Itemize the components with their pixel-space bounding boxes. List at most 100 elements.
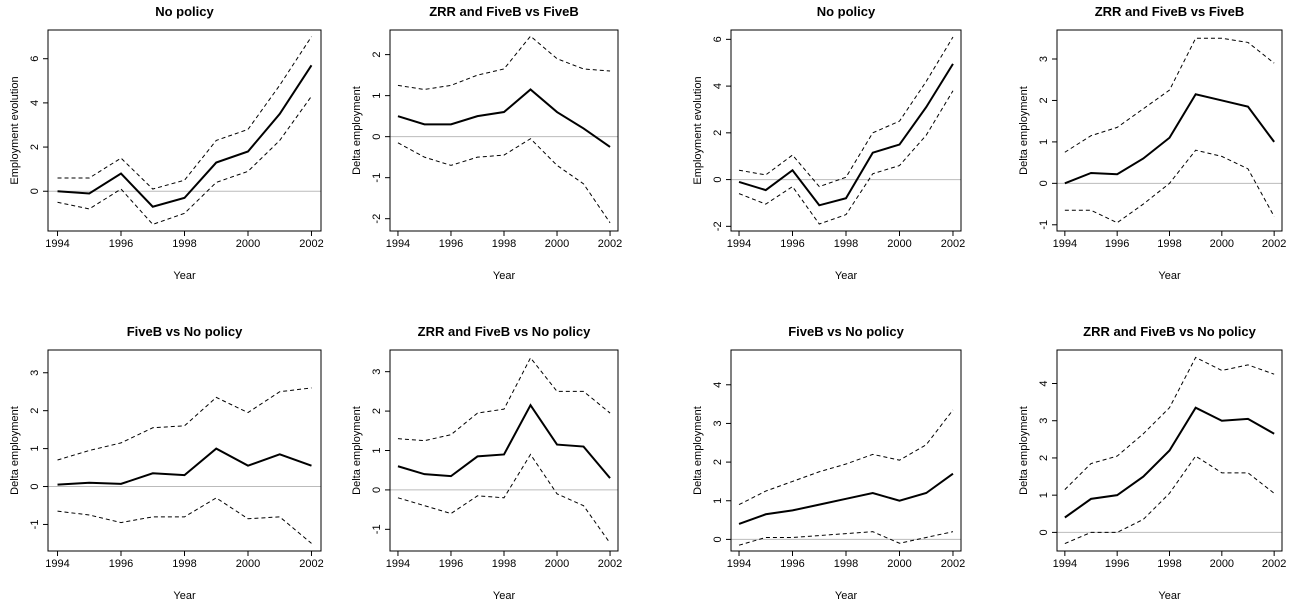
y-axis-label: Delta employment bbox=[692, 406, 704, 495]
series-line bbox=[1064, 455, 1275, 545]
x-tick-label: 1994 bbox=[1053, 558, 1077, 570]
series-line bbox=[738, 472, 954, 525]
x-tick-label: 2000 bbox=[236, 238, 260, 250]
series-line bbox=[57, 497, 312, 544]
plot-frame bbox=[1056, 29, 1283, 232]
series-line bbox=[1064, 406, 1275, 519]
y-tick-label: 4 bbox=[712, 382, 724, 388]
x-tick-label: 2000 bbox=[1210, 238, 1234, 250]
y-tick-label: 0 bbox=[371, 487, 383, 493]
x-tick-label: 1998 bbox=[492, 238, 516, 250]
x-tick-label: 1996 bbox=[109, 558, 133, 570]
y-axis-label: Delta employment bbox=[1018, 86, 1030, 175]
plot-frame bbox=[730, 29, 962, 232]
y-tick-label: 1 bbox=[1038, 492, 1050, 498]
x-axis-label: Year bbox=[1158, 590, 1181, 602]
series-line bbox=[57, 387, 312, 461]
y-tick-label: 2 bbox=[1038, 97, 1050, 103]
x-tick-label: 1996 bbox=[1105, 558, 1129, 570]
y-axis-label: Delta employment bbox=[351, 406, 363, 495]
y-axis-label: Delta employment bbox=[1018, 406, 1030, 495]
x-tick-label: 1994 bbox=[45, 558, 69, 570]
series-line bbox=[57, 447, 312, 486]
x-tick-label: 2002 bbox=[598, 558, 622, 570]
y-tick-label: 2 bbox=[1038, 455, 1050, 461]
x-tick-label: 1998 bbox=[834, 558, 858, 570]
x-tick-label: 1994 bbox=[386, 558, 410, 570]
y-tick-label: -2 bbox=[712, 221, 724, 231]
y-tick-label: 3 bbox=[712, 420, 724, 426]
chart-title: ZRR and FiveB vs FiveB bbox=[429, 4, 579, 19]
x-tick-label: 1998 bbox=[172, 238, 196, 250]
series-line bbox=[397, 35, 611, 90]
y-tick-label: 4 bbox=[1038, 380, 1050, 386]
chart-title: ZRR and FiveB vs No policy bbox=[418, 324, 591, 339]
series-line bbox=[1064, 356, 1275, 490]
y-tick-label: 3 bbox=[1038, 56, 1050, 62]
x-tick-label: 2000 bbox=[887, 238, 911, 250]
plot-frame bbox=[47, 29, 322, 232]
x-axis-label: Year bbox=[1158, 270, 1181, 282]
y-tick-label: 2 bbox=[712, 459, 724, 465]
y-tick-label: 0 bbox=[29, 483, 41, 489]
chart-title: ZRR and FiveB vs FiveB bbox=[1095, 4, 1245, 19]
y-tick-label: -1 bbox=[371, 173, 383, 183]
y-tick-label: -1 bbox=[1038, 220, 1050, 230]
y-tick-label: 3 bbox=[1038, 418, 1050, 424]
x-axis-label: Year bbox=[173, 270, 196, 282]
y-tick-label: 6 bbox=[29, 56, 41, 62]
x-tick-label: 1996 bbox=[109, 238, 133, 250]
x-tick-label: 1996 bbox=[1105, 238, 1129, 250]
x-axis-label: Year bbox=[835, 270, 858, 282]
y-tick-label: 4 bbox=[29, 100, 41, 106]
x-tick-label: 2002 bbox=[1262, 558, 1286, 570]
y-tick-label: 2 bbox=[371, 408, 383, 414]
x-tick-label: 1996 bbox=[780, 238, 804, 250]
x-tick-label: 2002 bbox=[941, 558, 965, 570]
series-line bbox=[738, 36, 954, 188]
y-tick-label: 2 bbox=[371, 52, 383, 58]
y-tick-label: 1 bbox=[1038, 139, 1050, 145]
series-line bbox=[397, 138, 611, 224]
y-tick-label: 0 bbox=[371, 134, 383, 140]
y-tick-label: 2 bbox=[712, 130, 724, 136]
x-tick-label: 2002 bbox=[941, 238, 965, 250]
x-tick-label: 1994 bbox=[45, 238, 69, 250]
x-tick-label: 1994 bbox=[727, 238, 751, 250]
x-tick-label: 1998 bbox=[492, 558, 516, 570]
y-tick-label: 1 bbox=[712, 498, 724, 504]
plot-frame bbox=[389, 29, 619, 232]
x-tick-label: 1996 bbox=[439, 558, 463, 570]
series-line bbox=[397, 88, 611, 148]
x-tick-label: 1994 bbox=[727, 558, 751, 570]
x-tick-label: 1994 bbox=[386, 238, 410, 250]
y-tick-label: 0 bbox=[1038, 180, 1050, 186]
series-line bbox=[57, 64, 313, 208]
series-line bbox=[57, 36, 312, 190]
plot-frame bbox=[47, 349, 322, 552]
series-line bbox=[738, 63, 954, 207]
y-tick-label: -1 bbox=[29, 520, 41, 530]
x-tick-label: 2002 bbox=[1262, 238, 1286, 250]
y-tick-label: 0 bbox=[712, 536, 724, 542]
x-tick-label: 2000 bbox=[545, 238, 569, 250]
y-tick-label: 1 bbox=[29, 446, 41, 452]
y-axis-label: Employment evolution bbox=[692, 76, 704, 184]
series-line bbox=[738, 409, 954, 506]
x-tick-label: 1998 bbox=[834, 238, 858, 250]
x-axis-label: Year bbox=[835, 590, 858, 602]
y-tick-label: 6 bbox=[712, 36, 724, 42]
y-tick-label: 4 bbox=[712, 83, 724, 89]
series-line bbox=[1064, 37, 1275, 153]
chart-title: ZRR and FiveB vs No policy bbox=[1083, 324, 1256, 339]
x-tick-label: 1996 bbox=[780, 558, 804, 570]
plot-frame bbox=[389, 349, 619, 552]
y-tick-label: 3 bbox=[29, 370, 41, 376]
x-tick-label: 2002 bbox=[598, 238, 622, 250]
chart-title: No policy bbox=[817, 4, 876, 19]
x-axis-label: Year bbox=[493, 590, 516, 602]
series-line bbox=[1064, 93, 1275, 185]
y-tick-label: 1 bbox=[371, 93, 383, 99]
x-tick-label: 1998 bbox=[172, 558, 196, 570]
